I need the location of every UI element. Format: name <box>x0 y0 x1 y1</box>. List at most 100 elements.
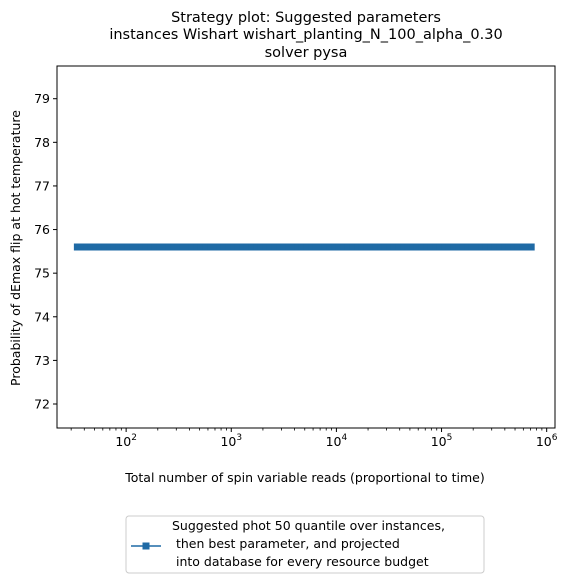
chart-title-line-2: instances Wishart wishart_planting_N_100… <box>109 27 502 43</box>
data-point-marker <box>262 243 269 251</box>
chart-title-line-1: Strategy plot: Suggested parameters <box>171 10 441 26</box>
data-point-marker <box>468 243 475 251</box>
data-point-marker <box>243 243 250 251</box>
data-point-marker <box>147 243 154 251</box>
data-point-marker <box>280 243 287 251</box>
data-point-marker <box>289 243 296 251</box>
data-point-marker <box>459 243 466 251</box>
data-point-marker <box>358 243 365 251</box>
data-point-marker <box>124 243 131 251</box>
data-point-marker <box>133 243 140 251</box>
data-point-marker <box>377 243 384 251</box>
data-point-marker <box>151 243 158 251</box>
data-point-marker <box>78 243 85 251</box>
data-point-marker <box>432 243 439 251</box>
data-point-marker <box>335 243 342 251</box>
data-point-marker <box>170 243 177 251</box>
data-point-marker <box>225 243 232 251</box>
data-point-marker <box>363 243 370 251</box>
data-point-marker <box>174 243 181 251</box>
data-point-marker <box>514 243 521 251</box>
data-point-marker <box>101 243 108 251</box>
x-tick-label: 103 <box>220 433 242 449</box>
data-point-marker <box>404 243 411 251</box>
data-point-marker <box>413 243 420 251</box>
data-point-marker <box>161 243 168 251</box>
data-point-marker <box>409 243 416 251</box>
data-point-marker <box>197 243 204 251</box>
data-point-marker <box>138 243 145 251</box>
data-point-marker <box>478 243 485 251</box>
data-point-marker <box>367 243 374 251</box>
data-point-marker <box>400 243 407 251</box>
data-point-marker <box>220 243 227 251</box>
data-point-marker <box>418 243 425 251</box>
data-point-marker <box>216 243 223 251</box>
data-point-marker <box>266 243 273 251</box>
data-point-marker <box>349 243 356 251</box>
data-point-marker <box>115 243 122 251</box>
data-point-marker <box>528 243 535 251</box>
data-point-marker <box>179 243 186 251</box>
x-tick-label: 102 <box>115 433 137 449</box>
legend: Suggested phot 50 quantile over instance… <box>125 515 485 574</box>
data-point-marker <box>519 243 526 251</box>
data-point-marker <box>491 243 498 251</box>
data-point-marker <box>202 243 209 251</box>
data-point-marker <box>524 243 531 251</box>
data-point-marker <box>473 243 480 251</box>
plot-area-frame <box>56 65 556 429</box>
data-point-marker <box>298 243 305 251</box>
data-point-marker <box>257 243 264 251</box>
data-point-marker <box>110 243 117 251</box>
x-axis: 102 103 104 105 106 <box>70 428 558 449</box>
data-point-marker <box>427 243 434 251</box>
data-point-marker <box>395 243 402 251</box>
data-point-marker <box>344 243 351 251</box>
data-point-marker <box>326 243 333 251</box>
data-point-marker <box>248 243 255 251</box>
data-point-marker <box>505 243 512 251</box>
x-tick-label: 105 <box>431 433 453 449</box>
y-tick-label: 72 <box>34 397 50 412</box>
data-point-marker <box>142 243 149 251</box>
data-point-marker <box>234 243 241 251</box>
data-point-marker <box>441 243 448 251</box>
data-point-marker <box>73 243 80 251</box>
y-tick-label: 76 <box>34 222 50 237</box>
data-point-marker <box>340 243 347 251</box>
chart-title: Strategy plot: Suggested parameters inst… <box>109 10 502 61</box>
data-point-marker <box>331 243 338 251</box>
y-tick-label: 74 <box>34 309 50 324</box>
x-axis-label: Total number of spin variable reads (pro… <box>124 470 485 485</box>
data-point-marker <box>239 243 246 251</box>
data-point-marker <box>303 243 310 251</box>
legend-entry-line-1: Suggested phot 50 quantile over instance… <box>172 518 445 533</box>
data-point-marker <box>207 243 214 251</box>
data-point-marker <box>193 243 200 251</box>
y-tick-label: 79 <box>34 91 50 106</box>
data-point-marker <box>106 243 113 251</box>
legend-box <box>125 515 485 574</box>
data-point-marker <box>312 243 319 251</box>
data-point-marker <box>501 243 508 251</box>
legend-entry-line-3: into database for every resource budget <box>172 554 429 569</box>
data-point-marker <box>423 243 430 251</box>
y-axis-label: Probability of dEmax flip at hot tempera… <box>8 110 23 386</box>
data-point-marker <box>510 243 517 251</box>
x-tick-label: 104 <box>326 433 348 449</box>
legend-entry-line-2: then best parameter, and projected <box>172 536 400 551</box>
data-point-marker <box>308 243 315 251</box>
data-point-marker <box>482 243 489 251</box>
data-point-marker <box>184 243 191 251</box>
data-point-marker <box>386 243 393 251</box>
y-axis: 72 73 74 75 76 77 78 79 <box>34 91 57 412</box>
data-point-marker <box>487 243 494 251</box>
series-group <box>73 243 535 251</box>
data-point-marker <box>436 243 443 251</box>
data-point-marker <box>372 243 379 251</box>
data-point-marker <box>83 243 90 251</box>
data-point-marker <box>381 243 388 251</box>
y-tick-label: 75 <box>34 266 50 281</box>
data-point-marker <box>390 243 397 251</box>
